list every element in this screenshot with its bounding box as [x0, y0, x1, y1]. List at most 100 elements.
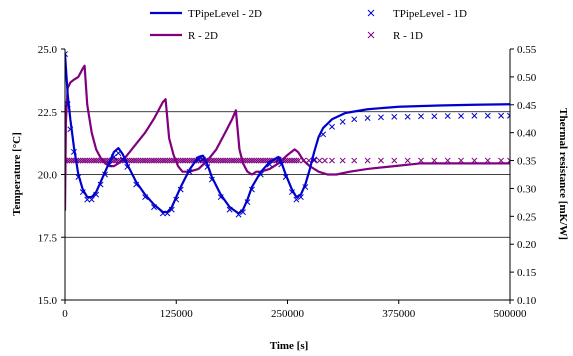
marker-stroke	[217, 157, 224, 164]
marker-stroke	[68, 157, 75, 164]
data-point	[139, 157, 146, 164]
marker-stroke	[275, 156, 282, 163]
marker-stroke	[128, 157, 135, 164]
series-group	[65, 51, 510, 218]
marker-stroke	[444, 113, 451, 119]
data-point	[228, 157, 235, 164]
data-point	[226, 157, 233, 164]
data-point	[253, 157, 260, 164]
marker-stroke	[329, 157, 335, 164]
data-point	[215, 157, 222, 164]
y-left-tick-label: 25.0	[38, 44, 58, 56]
data-point	[88, 157, 95, 164]
marker-stroke	[391, 157, 398, 164]
marker-stroke	[284, 157, 291, 164]
marker-stroke	[458, 113, 465, 119]
marker-stroke	[126, 157, 133, 164]
data-point	[391, 113, 398, 120]
data-point	[79, 157, 86, 164]
marker-stroke	[293, 196, 300, 203]
marker-stroke	[137, 157, 144, 164]
legend-label: R - 2D	[188, 30, 218, 42]
marker-stroke	[391, 113, 398, 120]
marker-stroke	[367, 31, 375, 39]
marker-stroke	[226, 157, 233, 164]
marker-stroke	[151, 157, 157, 164]
data-point	[90, 157, 97, 164]
y-right-tick-label: 0.20	[517, 239, 537, 251]
marker-stroke	[404, 113, 411, 120]
marker-stroke	[86, 157, 93, 164]
marker-stroke	[84, 157, 91, 164]
marker-stroke	[191, 157, 198, 164]
y-left-tick-label: 15.0	[38, 295, 58, 307]
data-point	[295, 157, 302, 164]
marker-stroke	[131, 157, 137, 164]
data-point	[293, 196, 300, 203]
marker-stroke	[264, 157, 271, 164]
marker-stroke	[244, 157, 251, 164]
marker-stroke	[266, 161, 273, 168]
marker-stroke	[257, 157, 264, 164]
data-point	[471, 112, 478, 119]
data-point	[144, 157, 151, 164]
data-point	[164, 157, 171, 164]
y-left-tick-label: 22.5	[38, 107, 58, 119]
marker-stroke	[90, 157, 97, 164]
data-point	[93, 157, 100, 164]
legend-item: TPipeLevel - 1D	[367, 8, 467, 20]
marker-stroke	[142, 157, 149, 164]
data-point	[82, 157, 88, 164]
data-point	[231, 157, 238, 164]
data-point	[291, 157, 298, 164]
data-point	[65, 157, 68, 164]
data-point	[142, 157, 149, 164]
data-point	[329, 157, 335, 164]
marker-stroke	[155, 157, 162, 164]
data-point	[135, 157, 142, 164]
marker-stroke	[364, 157, 371, 164]
legend: TPipeLevel - 2D TPipeLevel - 1D R - 2D R - …	[150, 8, 467, 42]
marker-stroke	[240, 209, 246, 216]
marker-stroke	[208, 176, 215, 183]
marker-stroke	[291, 157, 298, 164]
legend-item: TPipeLevel - 2D	[150, 8, 262, 20]
marker-stroke	[93, 191, 100, 198]
data-point	[498, 112, 505, 119]
y-right-tick-label: 0.25	[517, 211, 537, 223]
data-point	[293, 157, 300, 164]
marker-stroke	[65, 157, 68, 162]
data-point	[179, 157, 186, 164]
marker-stroke	[418, 113, 424, 120]
data-point	[133, 157, 140, 164]
data-point	[148, 157, 155, 164]
marker-stroke	[262, 157, 269, 164]
data-point	[155, 157, 162, 164]
data-point	[316, 157, 323, 164]
marker-stroke	[351, 116, 358, 123]
legend-item: R - 1D	[367, 30, 423, 42]
data-point	[137, 157, 144, 164]
data-point	[65, 51, 68, 57]
data-point	[220, 157, 226, 164]
marker-stroke	[133, 157, 140, 164]
x-tick-label: 125000	[160, 308, 194, 320]
marker-stroke	[124, 164, 131, 170]
marker-stroke	[88, 157, 95, 164]
y-right-tick-label: 0.35	[517, 156, 537, 168]
marker-stroke	[364, 115, 371, 121]
marker-stroke	[251, 157, 258, 164]
marker-stroke	[88, 196, 95, 203]
data-point	[458, 113, 465, 119]
gridlines	[65, 111, 510, 238]
marker-stroke	[179, 157, 186, 164]
data-point	[162, 157, 169, 164]
marker-stroke	[208, 157, 215, 164]
marker-stroke	[297, 194, 304, 201]
data-point	[284, 157, 291, 164]
data-point	[157, 157, 164, 164]
legend-item: R - 2D	[150, 30, 218, 42]
marker-stroke	[339, 118, 346, 125]
data-point	[184, 157, 191, 164]
